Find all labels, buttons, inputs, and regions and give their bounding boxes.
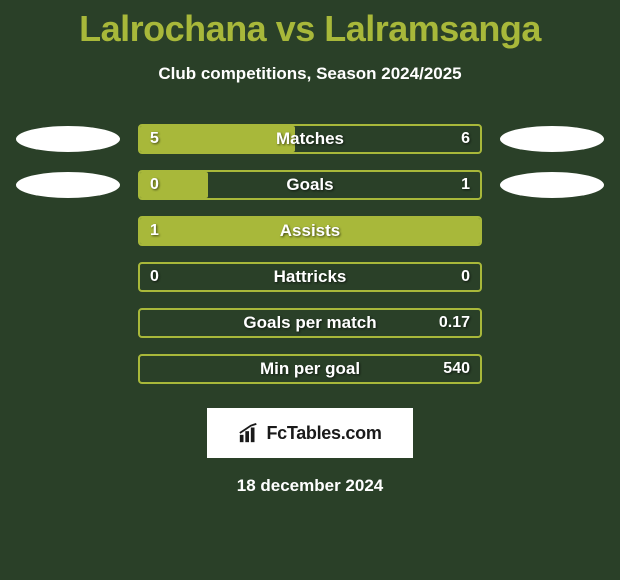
- ellipse-spacer: [500, 310, 604, 336]
- stat-bar: 0 Hattricks 0: [138, 262, 482, 292]
- logo-box: FcTables.com: [207, 408, 413, 458]
- stat-row: Min per goal 540: [0, 346, 620, 392]
- date-label: 18 december 2024: [0, 476, 620, 496]
- stat-right-value: 6: [461, 130, 470, 148]
- stat-right-value: 0.17: [439, 314, 470, 332]
- logo-text: FcTables.com: [266, 423, 381, 444]
- stat-left-value: 5: [150, 130, 159, 148]
- stat-label: Goals: [286, 175, 333, 195]
- stat-bar: 5 Matches 6: [138, 124, 482, 154]
- stat-rows: 5 Matches 6 0 Goals 1 1 Assists 0 Hattricks 0 Goals…: [0, 116, 620, 392]
- stat-left-value: 0: [150, 176, 159, 194]
- page-title: Lalrochana vs Lalramsanga: [0, 8, 620, 50]
- stat-right-value: 540: [443, 360, 470, 378]
- ellipse-spacer: [500, 356, 604, 382]
- player-left-ellipse: [16, 172, 120, 198]
- stat-right-value: 0: [461, 268, 470, 286]
- stat-bar: Goals per match 0.17: [138, 308, 482, 338]
- stat-label: Matches: [276, 129, 344, 149]
- stat-left-value: 1: [150, 222, 159, 240]
- stat-bar: Min per goal 540: [138, 354, 482, 384]
- player-left-ellipse: [16, 126, 120, 152]
- stat-row: 1 Assists: [0, 208, 620, 254]
- stat-row: Goals per match 0.17: [0, 300, 620, 346]
- ellipse-spacer: [16, 218, 120, 244]
- comparison-infographic: Lalrochana vs Lalramsanga Club competiti…: [0, 0, 620, 496]
- stat-row: 5 Matches 6: [0, 116, 620, 162]
- stat-row: 0 Hattricks 0: [0, 254, 620, 300]
- bar-fill: [140, 126, 295, 152]
- ellipse-spacer: [500, 218, 604, 244]
- stat-bar: 0 Goals 1: [138, 170, 482, 200]
- stat-left-value: 0: [150, 268, 159, 286]
- ellipse-spacer: [16, 264, 120, 290]
- stat-row: 0 Goals 1: [0, 162, 620, 208]
- stat-label: Min per goal: [260, 359, 360, 379]
- stat-bar: 1 Assists: [138, 216, 482, 246]
- ellipse-spacer: [16, 310, 120, 336]
- stat-label: Hattricks: [274, 267, 347, 287]
- stat-label: Goals per match: [243, 313, 376, 333]
- subtitle: Club competitions, Season 2024/2025: [0, 64, 620, 84]
- ellipse-spacer: [500, 264, 604, 290]
- ellipse-spacer: [16, 356, 120, 382]
- chart-icon: [238, 422, 260, 444]
- stat-label: Assists: [280, 221, 340, 241]
- player-right-ellipse: [500, 172, 604, 198]
- player-right-ellipse: [500, 126, 604, 152]
- stat-right-value: 1: [461, 176, 470, 194]
